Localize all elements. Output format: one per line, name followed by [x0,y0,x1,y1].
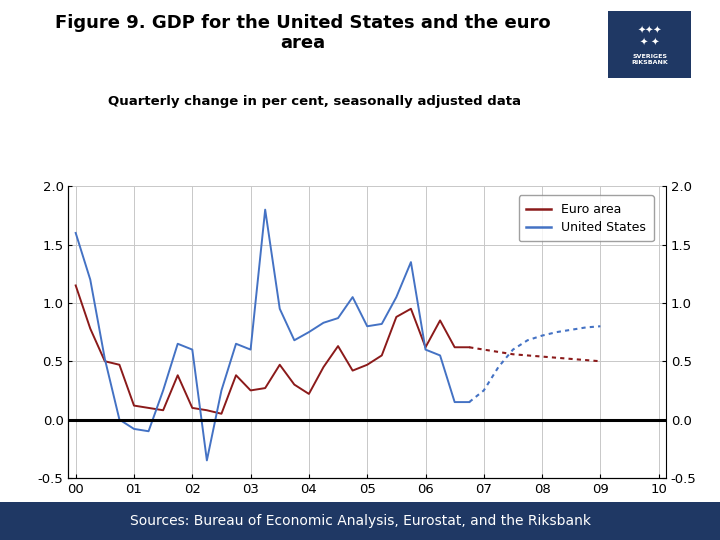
Text: Quarterly change in per cent, seasonally adjusted data: Quarterly change in per cent, seasonally… [108,94,521,107]
Text: ✦✦✦
✦ ✦: ✦✦✦ ✦ ✦ [638,25,662,47]
Text: Figure 9. GDP for the United States and the euro
area: Figure 9. GDP for the United States and … [55,14,550,52]
Text: SVERIGES
RIKSBANK: SVERIGES RIKSBANK [631,54,668,65]
Text: Sources: Bureau of Economic Analysis, Eurostat, and the Riksbank: Sources: Bureau of Economic Analysis, Eu… [130,514,590,528]
Legend: Euro area, United States: Euro area, United States [519,195,654,241]
